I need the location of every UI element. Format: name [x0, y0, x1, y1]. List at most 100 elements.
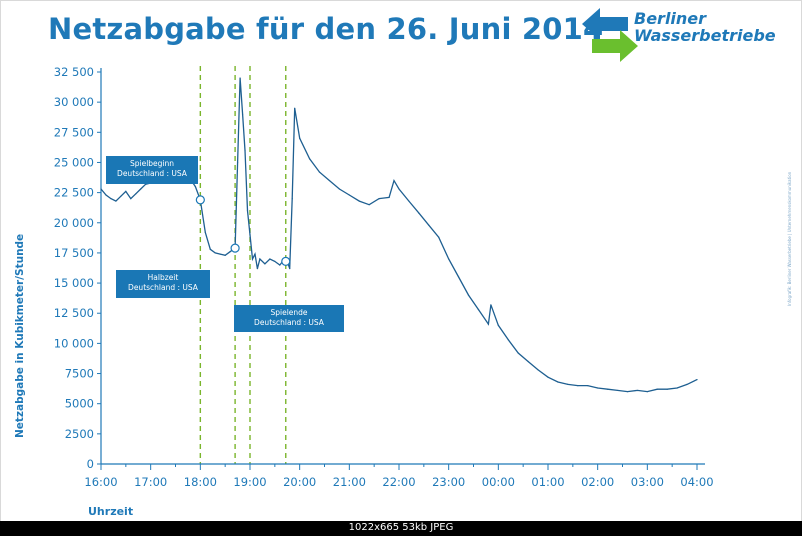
data-point	[105, 194, 107, 196]
y-tick-label: 5000	[65, 397, 94, 411]
data-point	[115, 200, 117, 202]
data-point	[194, 185, 196, 188]
y-tick-label: 32 500	[54, 65, 94, 79]
data-point	[130, 198, 132, 200]
x-tick-label: 22:00	[382, 475, 415, 489]
data-point	[438, 236, 440, 238]
x-axis-label: Uhrzeit	[88, 505, 134, 518]
data-point	[338, 188, 340, 190]
y-tick-label: 25 000	[54, 155, 94, 169]
x-tick-label: 19:00	[233, 475, 266, 489]
series-line	[100, 77, 698, 393]
annotation-point	[230, 243, 240, 253]
annotation-halftime: Halbzeit Deutschland : USA	[116, 270, 210, 298]
x-tick-label: 00:00	[482, 475, 515, 489]
data-point	[100, 188, 102, 190]
data-point	[517, 352, 519, 354]
data-point	[577, 385, 579, 387]
data-point	[229, 251, 231, 253]
data-point	[135, 193, 137, 195]
y-tick-label: 17 500	[54, 246, 94, 260]
annotation-game-start: Spielbeginn Deutschland : USA	[106, 156, 198, 184]
x-tick-label: 04:00	[680, 475, 713, 489]
data-point	[418, 212, 420, 214]
data-point	[246, 210, 249, 212]
data-point	[120, 195, 122, 197]
data-point	[666, 388, 668, 390]
data-point	[289, 268, 291, 270]
chart-title: Netzabgabe für den 26. Juni 2014	[48, 12, 604, 46]
data-point	[398, 188, 400, 190]
data-point	[358, 200, 360, 202]
data-point	[597, 387, 599, 389]
annotation-point	[195, 195, 205, 205]
data-point	[259, 258, 261, 260]
data-point	[110, 198, 112, 200]
data-point	[274, 260, 276, 262]
x-tick-label: 02:00	[581, 475, 614, 489]
data-point	[458, 276, 460, 278]
data-point	[616, 389, 619, 392]
x-tick-label: 20:00	[283, 475, 316, 489]
annotation-line1: Spielende	[270, 308, 308, 317]
data-point	[239, 77, 241, 79]
data-point	[378, 198, 380, 200]
arrows-logo-icon	[582, 8, 638, 62]
annotation-line2: Deutschland : USA	[128, 283, 198, 292]
annotation-game-end: Spielende Deutschland : USA	[234, 305, 344, 332]
x-tick-label: 18:00	[184, 475, 217, 489]
data-point	[236, 161, 239, 164]
data-point	[557, 381, 559, 383]
annotation-line1: Halbzeit	[147, 273, 179, 282]
data-point	[214, 252, 216, 254]
company-logo: Berliner Wasserbetriebe	[580, 6, 790, 64]
y-tick-label: 7500	[65, 367, 94, 381]
data-point	[477, 309, 480, 311]
data-point	[428, 224, 430, 226]
data-point	[291, 198, 293, 200]
x-tick-label: 03:00	[631, 475, 664, 489]
x-tick-label: 17:00	[134, 475, 167, 489]
data-point	[368, 204, 370, 206]
y-tick-label: 20 000	[54, 216, 94, 230]
data-point	[487, 323, 489, 325]
data-point	[328, 179, 331, 182]
x-tick-label: 21:00	[333, 475, 366, 489]
data-point	[448, 258, 450, 260]
data-point	[241, 113, 244, 115]
data-point	[467, 294, 470, 296]
data-point	[626, 391, 629, 393]
annotation-line2: Deutschland : USA	[117, 169, 187, 178]
data-point	[686, 383, 688, 385]
viewer-status-text: 1022x665 53kb JPEG	[348, 522, 454, 533]
y-tick-label: 2500	[65, 427, 94, 441]
data-point	[676, 387, 678, 389]
data-point	[587, 385, 589, 387]
data-point	[294, 107, 296, 109]
data-point	[269, 258, 271, 260]
data-point	[646, 391, 648, 393]
data-point	[254, 253, 256, 255]
y-tick-label: 0	[87, 457, 94, 471]
y-tick-label: 30 000	[54, 95, 94, 109]
data-point	[388, 196, 390, 199]
data-point	[251, 258, 254, 260]
data-point	[696, 378, 698, 381]
x-tick-label: 01:00	[531, 475, 564, 489]
chart-frame	[0, 0, 802, 522]
data-point	[318, 171, 321, 173]
annotation-point	[281, 256, 291, 266]
logo-line2: Wasserbetriebe	[634, 26, 776, 45]
data-point	[309, 158, 311, 160]
data-point	[393, 179, 395, 182]
data-point	[348, 194, 350, 196]
y-tick-label: 27 500	[54, 125, 94, 139]
x-tick-label: 16:00	[84, 475, 117, 489]
y-tick-label: 15 000	[54, 276, 94, 290]
data-point	[219, 253, 221, 255]
data-point	[607, 388, 609, 390]
y-tick-label: 12 500	[54, 306, 94, 320]
data-point	[567, 383, 569, 385]
annotation-line1: Spielbeginn	[129, 159, 175, 168]
